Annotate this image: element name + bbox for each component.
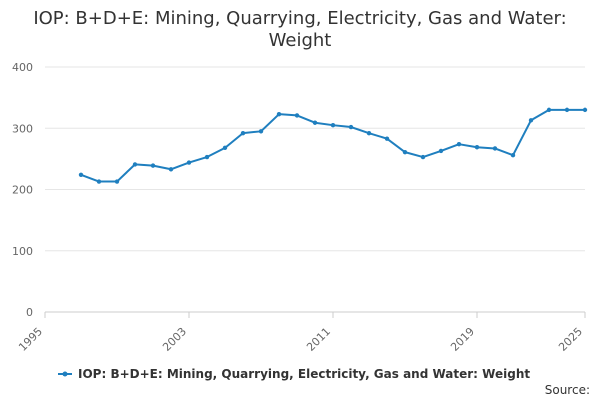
series-point-0-2010 <box>312 120 318 125</box>
x-axis: 1995 2003 2011 2019 2025 <box>16 311 586 354</box>
series-point-0-2008 <box>276 111 282 117</box>
series-point-0-2014 <box>384 136 390 141</box>
series-group <box>78 107 588 184</box>
y-tick-label-300: 300 <box>12 122 33 135</box>
x-tick-label-2003: 2003 <box>160 325 189 354</box>
chart-title: IOP: B+D+E: Mining, Quarrying, Electrici… <box>33 8 566 51</box>
series-point-0-2015 <box>402 149 408 155</box>
y-tick-label-400: 400 <box>12 61 33 74</box>
x-tick-label-2025: 2025 <box>556 325 585 354</box>
series-point-0-2017 <box>438 148 444 154</box>
series-point-0-2005 <box>222 145 228 151</box>
series-point-0-1998 <box>96 179 102 184</box>
series-point-0-2001 <box>150 163 156 168</box>
grid-lines <box>45 66 585 313</box>
legend: IOP: B+D+E: Mining, Quarrying, Electrici… <box>58 367 530 381</box>
series-point-0-2021 <box>510 153 516 158</box>
series-line-0 <box>80 108 586 183</box>
x-tick-label-1995: 1995 <box>16 325 45 354</box>
series-point-0-2007 <box>258 129 264 134</box>
series-point-0-2024 <box>564 107 570 113</box>
series-point-0-2022 <box>528 118 534 123</box>
series-point-0-1999 <box>114 179 120 184</box>
legend-point-marker <box>62 371 68 377</box>
series-point-0-2006 <box>240 130 246 136</box>
series-point-0-2016 <box>420 154 426 160</box>
y-axis: 0 100 200 300 400 <box>12 61 33 319</box>
series-point-0-2009 <box>294 113 300 118</box>
series-point-0-2002 <box>168 167 174 172</box>
series-point-0-2013 <box>366 130 372 136</box>
series-point-0-2000 <box>132 162 138 167</box>
chart-title-line-2: Weight <box>269 30 332 51</box>
y-tick-label-200: 200 <box>12 184 33 197</box>
x-tick-label-2019: 2019 <box>448 325 477 354</box>
y-tick-label-100: 100 <box>12 245 33 258</box>
series-point-0-2011 <box>330 122 336 128</box>
series-point-0-2025 <box>582 107 588 113</box>
chart-title-line-1: IOP: B+D+E: Mining, Quarrying, Electrici… <box>33 8 566 29</box>
series-point-0-2003 <box>186 160 192 165</box>
y-tick-label-0: 0 <box>26 306 33 319</box>
series-point-0-2012 <box>348 124 354 130</box>
series-point-0-2004 <box>204 154 210 160</box>
series-point-0-2020 <box>492 146 498 151</box>
x-tick-label-2011: 2011 <box>304 325 333 354</box>
series-point-0-2019 <box>474 145 480 150</box>
series-point-0-2023 <box>546 107 552 113</box>
series-point-0-1997 <box>78 172 84 177</box>
series-point-0-2018 <box>456 141 462 147</box>
source-label: Source: <box>545 383 590 397</box>
legend-item-label: IOP: B+D+E: Mining, Quarrying, Electrici… <box>78 367 530 381</box>
